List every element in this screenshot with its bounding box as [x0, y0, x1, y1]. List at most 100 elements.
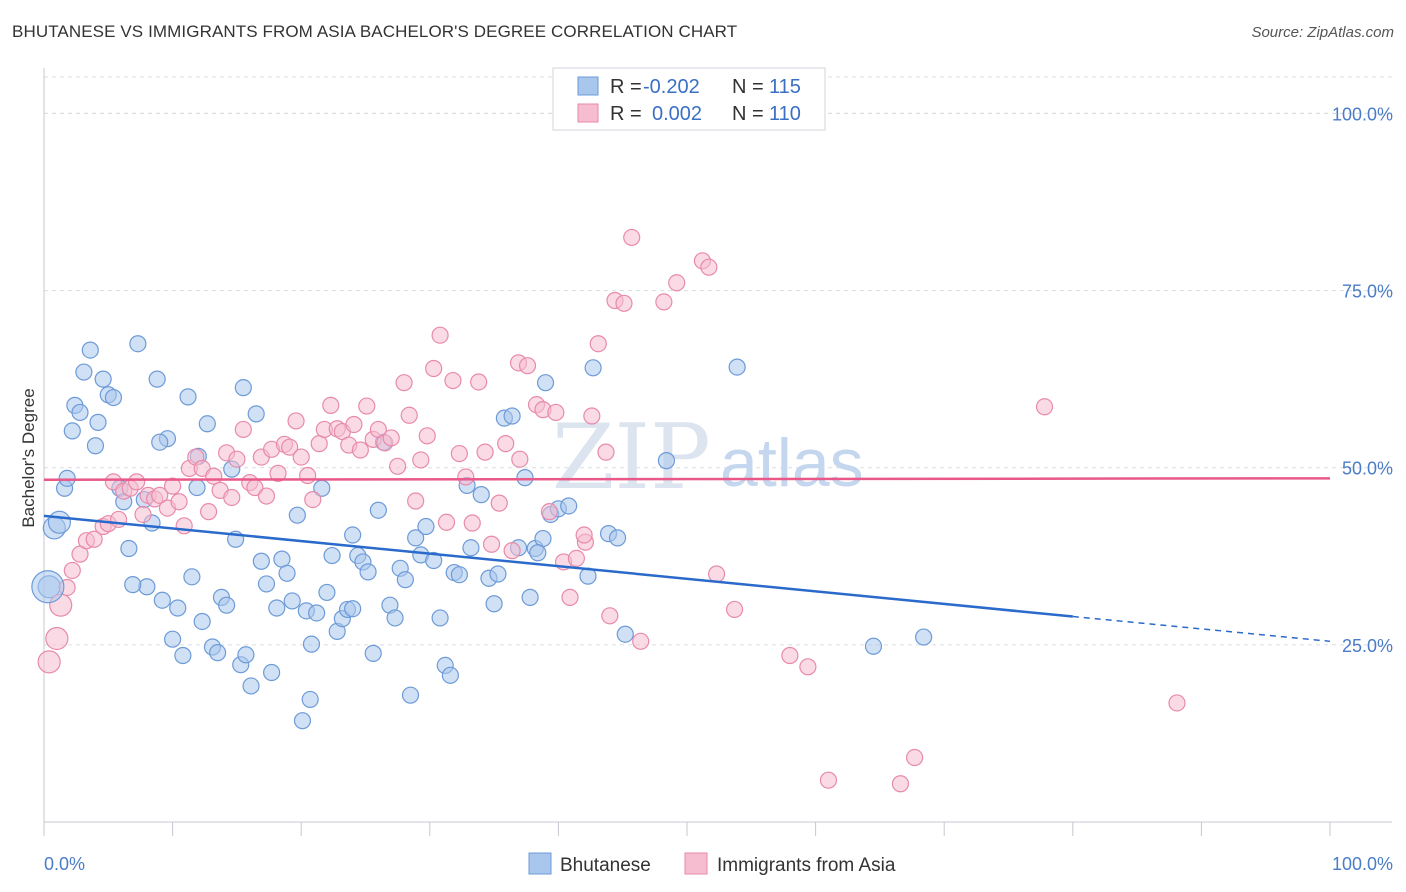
y-tick-label-1: 50.0%: [1342, 459, 1393, 479]
point-bhutanese-81: [450, 566, 468, 584]
point-bhutanese-2: [47, 510, 72, 534]
point-bhutanese-27: [174, 646, 192, 665]
point-bhutanese-5: [63, 422, 81, 440]
point-asia-81: [540, 503, 558, 521]
point-bhutanese-7: [71, 403, 89, 422]
legend-box: R = -0.202 N = 115 R = 0.002 N = 110: [552, 67, 826, 131]
point-asia-14: [127, 473, 146, 491]
point-bhutanese-53: [302, 635, 321, 653]
point-bhutanese-91: [516, 469, 534, 487]
point-asia-105: [891, 775, 910, 793]
point-bhutanese-75: [417, 517, 435, 536]
tick-layer: 25.0% 50.0% 75.0% 100.0% 0.0% 100.0%: [44, 104, 1393, 874]
point-asia-53: [358, 397, 376, 415]
point-asia-38: [269, 464, 287, 482]
point-asia-72: [476, 443, 494, 461]
point-bhutanese-48: [278, 564, 296, 582]
point-bhutanese-86: [485, 595, 503, 613]
point-asia-109: [511, 450, 529, 468]
legend-r-value-1: 0.002: [652, 103, 702, 125]
point-asia-104: [819, 771, 838, 789]
point-asia-78: [518, 357, 537, 375]
point-bhutanese-23: [153, 591, 171, 609]
trend-line-bhutanese: [43, 514, 1073, 618]
point-bhutanese-25: [164, 630, 182, 648]
point-asia-27: [205, 467, 223, 485]
point-asia-74: [490, 494, 508, 512]
point-asia-11: [109, 510, 128, 529]
point-bhutanese-42: [247, 405, 265, 423]
point-bhutanese-102: [616, 625, 634, 643]
point-asia-44: [304, 491, 322, 509]
trend-layer: [43, 477, 1331, 643]
point-asia-103: [799, 658, 817, 676]
point-asia-62: [412, 451, 430, 469]
point-asia-84: [561, 588, 579, 606]
point-asia-82: [547, 403, 565, 422]
point-bhutanese-34: [209, 644, 227, 662]
point-bhutanese-44: [257, 575, 276, 593]
trend-line-asia: [43, 477, 1331, 482]
point-asia-76: [503, 542, 521, 560]
point-asia-63: [418, 427, 436, 445]
bottom-legend: Bhutanese Immigrants from Asia: [528, 852, 896, 876]
point-asia-1: [45, 626, 69, 651]
point-bhutanese-83: [462, 539, 480, 557]
watermark-zip: ZIP: [552, 405, 711, 510]
legend-r-label-1: R =: [610, 103, 642, 125]
point-bhutanese-87: [489, 565, 507, 583]
point-asia-106: [906, 748, 924, 767]
axis-layer: [43, 68, 1392, 836]
point-asia-108: [1168, 694, 1186, 712]
point-asia-66: [437, 513, 456, 531]
point-asia-94: [655, 293, 673, 311]
source-label: Source: ZipAtlas.com: [1251, 24, 1394, 41]
point-bhutanese-111: [151, 433, 169, 451]
point-bhutanese-57: [323, 546, 341, 565]
bottom-legend-label-asia: Immigrants from Asia: [717, 855, 896, 876]
point-asia-87: [583, 407, 601, 425]
point-bhutanese-43: [252, 552, 270, 570]
point-asia-43: [299, 466, 317, 485]
point-asia-92: [623, 228, 641, 247]
point-bhutanese-40: [237, 646, 255, 664]
legend-r-value-0: -0.202: [643, 76, 700, 98]
point-bhutanese-113: [234, 379, 252, 397]
point-bhutanese-20: [138, 578, 156, 596]
point-asia-107: [1035, 398, 1054, 416]
point-asia-4: [63, 561, 81, 580]
y-tick-label-3: 100.0%: [1332, 104, 1393, 124]
point-bhutanese-66: [369, 501, 387, 519]
point-bhutanese-14: [104, 388, 123, 407]
point-bhutanese-77: [431, 609, 449, 627]
point-asia-97: [700, 258, 718, 276]
point-bhutanese-96: [536, 374, 555, 392]
point-asia-91: [615, 294, 633, 312]
point-asia-99: [725, 600, 744, 619]
point-bhutanese-41: [242, 677, 260, 695]
point-asia-93: [632, 632, 650, 650]
point-asia-51: [345, 415, 363, 434]
point-asia-75: [497, 435, 515, 453]
point-bhutanese-61: [344, 526, 362, 544]
point-bhutanese-92: [521, 588, 539, 606]
point-bhutanese-30: [188, 478, 206, 497]
point-bhutanese-76: [425, 551, 443, 570]
x-tick-label-1: 100.0%: [1332, 854, 1393, 874]
point-asia-102: [781, 646, 799, 665]
point-bhutanese-54: [308, 604, 326, 622]
point-bhutanese-107: [560, 497, 578, 515]
point-bhutanese-101: [608, 529, 627, 547]
point-asia-36: [257, 487, 276, 505]
point-asia-73: [482, 535, 501, 553]
legend-r-label-0: R =: [610, 76, 642, 98]
point-bhutanese-22: [148, 370, 166, 388]
point-asia-101: [575, 526, 593, 544]
point-bhutanese-64: [359, 563, 377, 581]
point-asia-71: [470, 373, 488, 391]
point-bhutanese-46: [268, 599, 286, 617]
point-bhutanese-95: [529, 544, 547, 562]
point-bhutanese-11: [89, 413, 107, 431]
point-asia-40: [281, 438, 299, 456]
